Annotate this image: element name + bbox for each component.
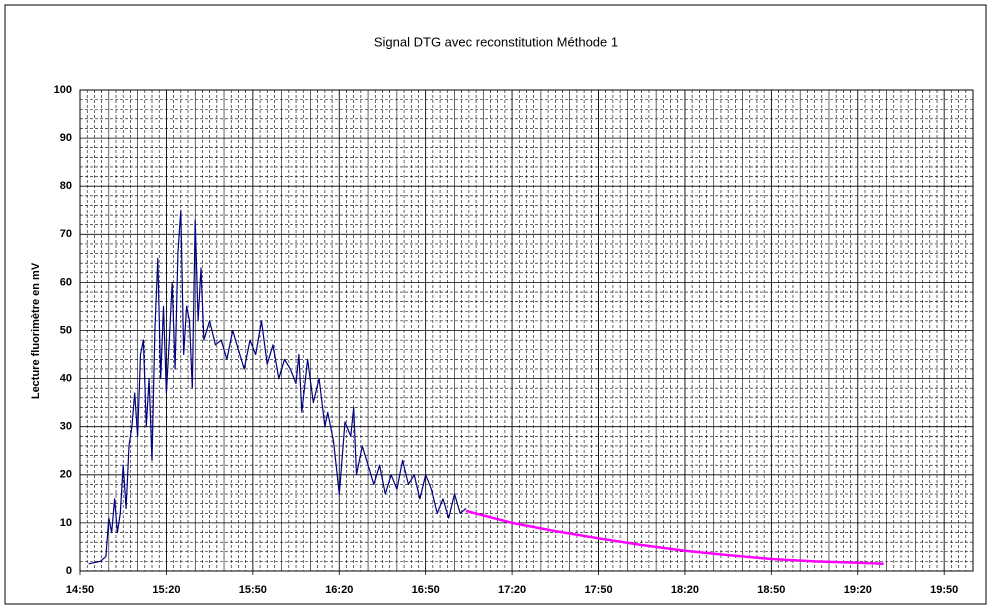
x-tick-label: 16:20: [325, 584, 353, 596]
y-tick-label: 90: [60, 132, 72, 144]
y-tick-label: 50: [60, 324, 72, 336]
plot-area-border: [79, 89, 974, 572]
chart-frame: [4, 4, 987, 605]
y-tick-label: 40: [60, 373, 72, 385]
y-tick-label: 80: [60, 180, 72, 192]
y-tick-label: 70: [60, 228, 72, 240]
chart-title: Signal DTG avec reconstitution Méthode 1: [374, 34, 618, 49]
series-line: [88, 209, 467, 565]
series-line: [465, 509, 884, 566]
x-tick-label: 18:50: [757, 584, 785, 596]
y-tick-label: 100: [54, 84, 72, 96]
x-tick-label: 15:50: [239, 584, 267, 596]
x-tick-label: 17:20: [498, 584, 526, 596]
x-tick-label: 19:20: [844, 584, 872, 596]
y-tick-label: 10: [60, 517, 72, 529]
y-axis-label: Lecture fluorimètre en mV: [30, 262, 42, 399]
x-tick-label: 14:50: [66, 584, 94, 596]
x-tick-label: 16:50: [412, 584, 440, 596]
y-tick-label: 20: [60, 469, 72, 481]
x-tick-label: 18:20: [671, 584, 699, 596]
x-tick-label: 19:50: [930, 584, 958, 596]
x-tick-label: 15:20: [152, 584, 180, 596]
y-tick-label: 0: [66, 565, 72, 577]
y-tick-label: 30: [60, 421, 72, 433]
x-tick-label: 17:50: [584, 584, 612, 596]
y-tick-label: 60: [60, 276, 72, 288]
